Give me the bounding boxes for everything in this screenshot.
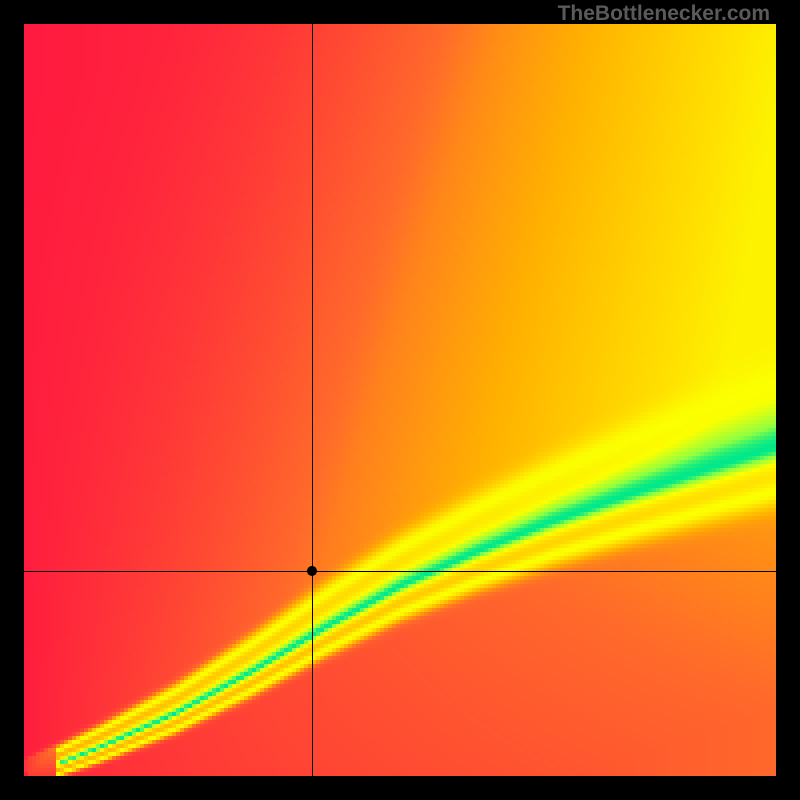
heatmap-chart [24,24,776,776]
watermark-label: TheBottlenecker.com [558,2,770,26]
heatmap-canvas [24,24,776,776]
